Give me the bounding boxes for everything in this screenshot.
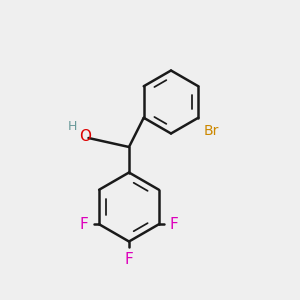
Text: O: O	[80, 129, 92, 144]
Text: Br: Br	[204, 124, 219, 138]
Text: H: H	[68, 120, 77, 134]
Text: F: F	[169, 217, 178, 232]
Text: F: F	[124, 252, 134, 267]
Text: F: F	[80, 217, 88, 232]
